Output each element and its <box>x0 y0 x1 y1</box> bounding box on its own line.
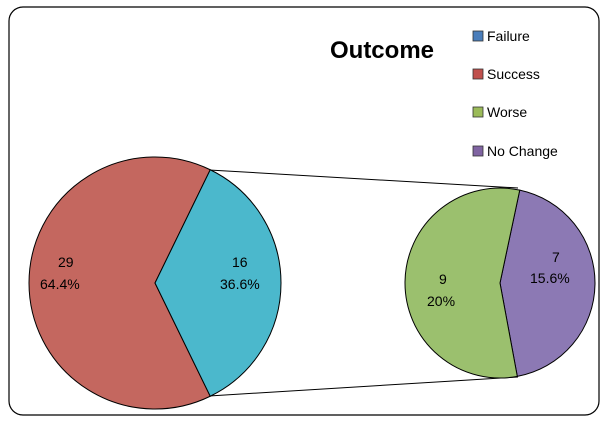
legend-swatch-no-change <box>472 145 484 157</box>
legend: Failure Success Worse No Change <box>472 28 558 159</box>
legend-label-success: Success <box>487 66 540 82</box>
pie-slice-no-change <box>499 189 596 377</box>
data-label-worse-percent: 20% <box>427 293 455 309</box>
data-label-failure-value: 16 <box>232 254 248 270</box>
data-label-success-percent: 64.4% <box>40 276 80 292</box>
pie-slice-success <box>28 156 211 410</box>
data-label-success-value: 29 <box>58 254 74 270</box>
data-label-failure-percent: 36.6% <box>220 276 260 292</box>
primary-pie <box>28 156 282 410</box>
secondary-pie <box>404 187 596 379</box>
connector-line-bottom <box>208 376 519 397</box>
legend-swatch-worse <box>472 106 484 118</box>
data-label-no-change-percent: 15.6% <box>530 270 570 286</box>
legend-label-worse: Worse <box>487 104 527 120</box>
pie-slice-worse <box>404 187 521 379</box>
legend-label-failure: Failure <box>487 28 530 44</box>
pie-slice-failure <box>154 169 282 397</box>
legend-label-no-change: No Change <box>487 143 558 159</box>
legend-swatch-failure <box>472 30 484 42</box>
data-label-no-change-value: 7 <box>552 249 560 265</box>
data-label-worse-value: 9 <box>439 271 447 287</box>
connector-line-top <box>208 169 519 189</box>
legend-swatch-success <box>472 68 484 80</box>
chart-title: Outcome <box>330 37 434 64</box>
